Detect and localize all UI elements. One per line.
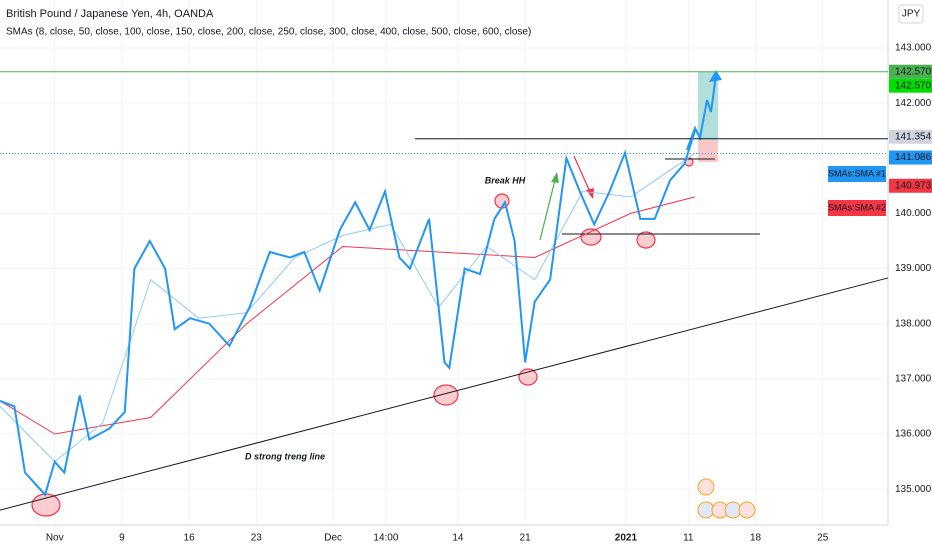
y-tick-label: 138.000 xyxy=(895,318,932,329)
price-label-bg xyxy=(889,78,932,93)
price-line xyxy=(0,130,696,497)
annotation: D strong treng line xyxy=(245,451,325,461)
price-label: 140.973 xyxy=(895,180,932,191)
up-arrow xyxy=(539,179,556,241)
price-label: 141.086 xyxy=(895,152,932,163)
chart-title: British Pound / Japanese Yen, 4h, OANDA xyxy=(6,8,214,20)
event-icon xyxy=(697,478,715,496)
sma-label-bg xyxy=(828,166,886,182)
event-icon xyxy=(738,501,756,519)
x-tick-label: 14:00 xyxy=(373,533,398,544)
y-tick-label: 142.000 xyxy=(895,98,932,109)
stop-zone xyxy=(698,140,718,162)
price-label: 142.570 xyxy=(895,66,932,77)
price-label-bg xyxy=(889,129,932,144)
y-tick-label: 137.000 xyxy=(895,374,932,385)
highlight xyxy=(580,228,602,246)
arrow-head xyxy=(586,188,594,199)
price-label-bg xyxy=(889,178,932,193)
price-label: 141.354 xyxy=(895,131,932,142)
x-tick-label: Dec xyxy=(324,533,342,544)
y-tick-label: 143.000 xyxy=(895,43,932,54)
x-tick-label: 16 xyxy=(184,533,196,544)
sma-label: SMAs:SMA #2 xyxy=(828,202,886,212)
price-label-bg xyxy=(889,150,932,165)
highlight xyxy=(518,368,538,386)
event-icons xyxy=(697,478,756,519)
y-tick-label: 136.000 xyxy=(895,429,932,440)
down-arrow xyxy=(573,155,591,193)
x-tick-label: 14 xyxy=(452,533,464,544)
sma-line xyxy=(0,152,696,463)
y-tick-label: 135.000 xyxy=(895,484,932,495)
arrow-head xyxy=(551,172,559,183)
trend-line xyxy=(0,277,889,511)
sma-label-bg xyxy=(828,200,886,216)
x-tick-label: 9 xyxy=(119,533,125,544)
annotation: Break HH xyxy=(485,175,526,185)
sma-label: SMAs:SMA #1 xyxy=(828,168,886,178)
x-tick-label: 21 xyxy=(520,533,532,544)
price-label: 142.570 xyxy=(895,80,932,91)
y-tick-label: 140.000 xyxy=(895,208,932,219)
x-tick-label: 2021 xyxy=(615,533,638,544)
x-tick-label: 18 xyxy=(750,533,762,544)
price-label-bg xyxy=(889,64,932,79)
y-tick-label: 139.000 xyxy=(895,263,932,274)
currency-box[interactable] xyxy=(898,4,924,24)
x-tick-label: 25 xyxy=(817,533,829,544)
highlight xyxy=(636,231,656,249)
x-tick-label: 11 xyxy=(683,533,694,544)
x-tick-label: 23 xyxy=(251,533,263,544)
x-tick-label: Nov xyxy=(46,533,64,544)
highlight xyxy=(433,384,459,406)
indicator-legend: SMAs (8, close, 50, close, 100, close, 1… xyxy=(6,27,531,38)
currency: JPY xyxy=(902,9,921,20)
arrow-head xyxy=(709,70,722,82)
highlight xyxy=(31,493,61,517)
